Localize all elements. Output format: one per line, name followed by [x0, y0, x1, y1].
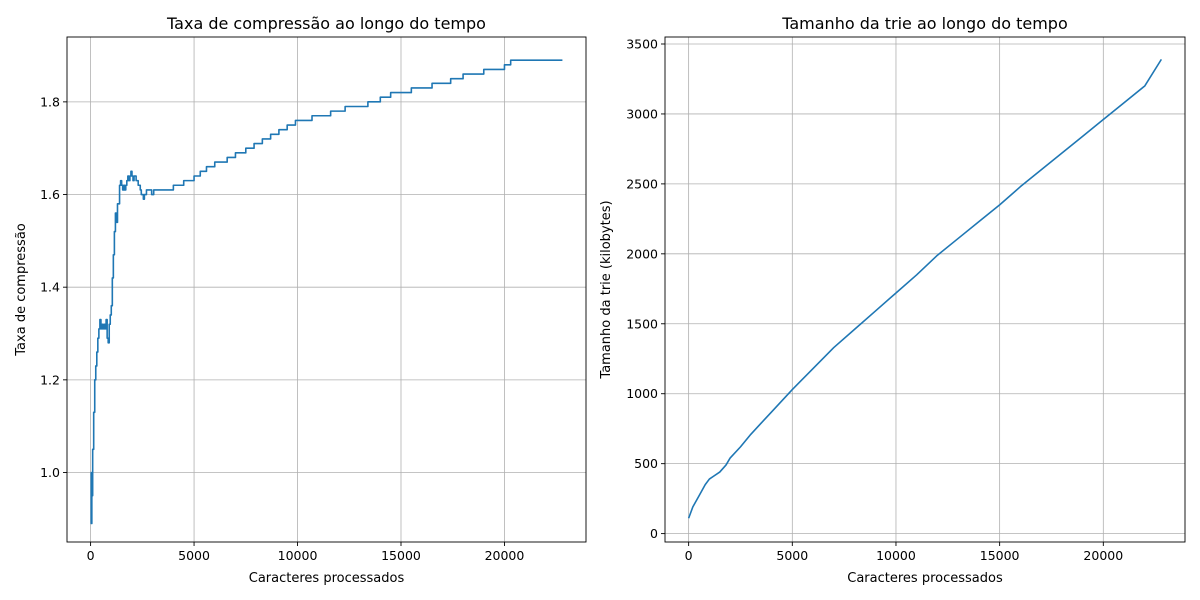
x-axis-label: Caracteres processados: [249, 571, 405, 586]
y-tick-label: 3000: [626, 106, 658, 121]
x-tick-label: 15000: [980, 548, 1020, 563]
y-tick-label: 1.0: [40, 465, 60, 480]
y-tick-label: 1.4: [40, 280, 60, 295]
grid-lines: [665, 37, 1185, 542]
x-tick-label: 20000: [485, 548, 525, 563]
x-tick-label: 10000: [876, 548, 916, 563]
x-tick-label: 10000: [278, 548, 318, 563]
y-tick-label: 1.2: [40, 372, 60, 387]
y-tick-label: 500: [634, 456, 658, 471]
x-tick-label: 20000: [1083, 548, 1123, 563]
y-tick-label: 1500: [626, 316, 658, 331]
data-series-line: [90, 59, 563, 525]
data-series-line: [687, 58, 1163, 519]
ticks: 0 5000 10000 15000 20000 0 500 1000 1500 2000 2500…: [626, 36, 1123, 563]
y-tick-label: 0: [650, 526, 658, 541]
chart-title: Tamanho da trie ao longo do tempo: [781, 14, 1068, 33]
y-tick-label: 1000: [626, 386, 658, 401]
x-tick-label: 15000: [381, 548, 421, 563]
x-tick-label: 0: [87, 548, 95, 563]
plot-frame: [66, 36, 587, 543]
y-tick-label: 1.8: [40, 94, 60, 109]
compression-ratio-chart: 0 5000 10000 15000 20000 1.0 1.2 1.4 1.6 1.8 Taxa…: [14, 14, 587, 586]
x-tick-label: 5000: [178, 548, 210, 563]
trie-size-chart: 0 5000 10000 15000 20000 0 500 1000 1500 2000 2500…: [599, 14, 1186, 586]
x-tick-label: 5000: [776, 548, 808, 563]
x-axis-label: Caracteres processados: [847, 571, 1003, 586]
y-axis-label: Taxa de compressão: [14, 223, 29, 357]
y-axis-label: Tamanho da trie (kilobytes): [599, 200, 614, 379]
plot-frame: [664, 36, 1186, 543]
x-tick-label: 0: [685, 548, 693, 563]
chart-title: Taxa de compressão ao longo do tempo: [166, 14, 486, 33]
y-tick-label: 3500: [626, 36, 658, 51]
ticks: 0 5000 10000 15000 20000 1.0 1.2 1.4 1.6 1.8: [40, 94, 524, 563]
y-tick-label: 1.6: [40, 187, 60, 202]
y-tick-label: 2500: [626, 176, 658, 191]
series-layer: [687, 58, 1163, 519]
y-tick-label: 2000: [626, 246, 658, 261]
series-layer: [90, 59, 563, 525]
